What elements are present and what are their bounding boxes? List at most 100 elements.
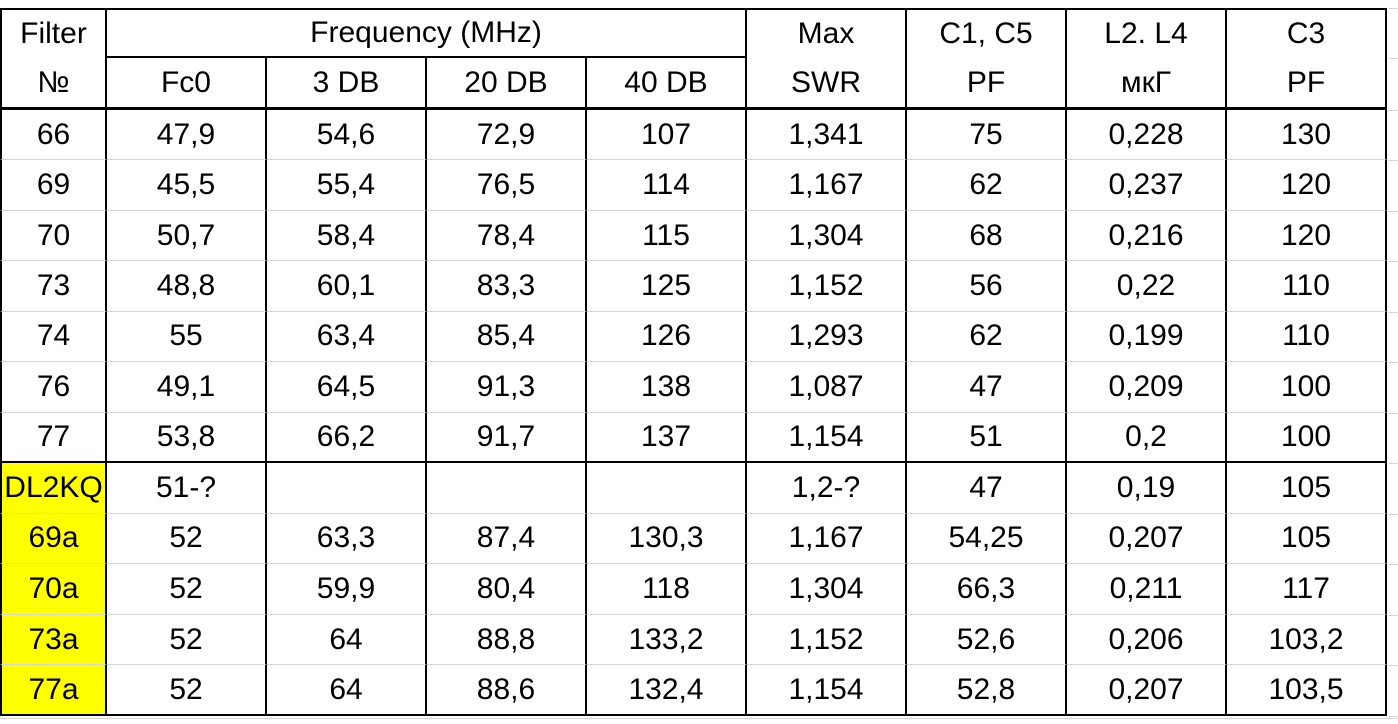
header-cell: 3 DB (267, 58, 427, 110)
table-cell: 0,216 (1067, 210, 1227, 262)
table-cell: 105 (1227, 513, 1387, 565)
table-cell: 1,152 (747, 614, 907, 666)
table-cell: 64 (267, 614, 427, 666)
table-cell: 137 (587, 412, 747, 463)
table-cell: 91,7 (427, 412, 587, 463)
grid-line (1389, 58, 1398, 59)
table-cell: 1,167 (747, 160, 907, 211)
table-cell: 52 (107, 665, 267, 716)
table-cell: 132,4 (587, 665, 747, 716)
table-cell: 0,206 (1067, 614, 1227, 666)
table-cell: 1,152 (747, 261, 907, 312)
header-cell: PF (907, 58, 1067, 110)
table-cell: 87,4 (427, 513, 587, 565)
table-cell: 52,8 (907, 665, 1067, 716)
grid-line (1389, 311, 1398, 313)
table-cell: 45,5 (107, 160, 267, 211)
table-cell: 66,3 (907, 564, 1067, 615)
row-label: 76 (0, 362, 107, 413)
table-cell: 118 (587, 564, 747, 615)
grid-line (1389, 8, 1398, 9)
table-cell: 105 (1227, 463, 1387, 514)
grid-line (1389, 261, 1398, 263)
table-cell: 130 (1227, 110, 1387, 161)
table-cell: 117 (1227, 564, 1387, 615)
table-cell: 1,2-? (747, 463, 907, 514)
grid-line (1389, 362, 1398, 364)
table-cell: 1,304 (747, 210, 907, 262)
table-cell: 0,22 (1067, 261, 1227, 312)
table-cell: 64 (267, 665, 427, 716)
table-cell: 1,304 (747, 564, 907, 615)
table-cell: 47 (907, 362, 1067, 413)
header-cell: L2. L4 (1067, 8, 1227, 58)
row-label: 69a (0, 513, 107, 565)
row-label: 70a (0, 564, 107, 615)
table-cell: 78,4 (427, 210, 587, 262)
table-cell: 52 (107, 564, 267, 615)
table-cell: 56 (907, 261, 1067, 312)
table-cell: 0,207 (1067, 665, 1227, 716)
grid-line (1389, 564, 1398, 566)
table-cell: 133,2 (587, 614, 747, 666)
grid-line (1389, 716, 1398, 717)
table-cell: 53,8 (107, 412, 267, 463)
row-label: 73 (0, 261, 107, 312)
table-cell: 85,4 (427, 311, 587, 363)
table-cell: 58,4 (267, 210, 427, 262)
table-cell: 120 (1227, 210, 1387, 262)
table-cell: 52 (107, 513, 267, 565)
header-cell: мкГ (1067, 58, 1227, 110)
table-cell: 88,6 (427, 665, 587, 716)
table-cell (267, 463, 427, 514)
table-cell: 107 (587, 110, 747, 161)
table-cell: 0,211 (1067, 564, 1227, 615)
table-cell: 47 (907, 463, 1067, 514)
table-cell: 55,4 (267, 160, 427, 211)
table-cell: 138 (587, 362, 747, 413)
grid-line (1389, 160, 1398, 162)
row-label: 66 (0, 110, 107, 161)
table-cell: 110 (1227, 261, 1387, 312)
table-cell: 114 (587, 160, 747, 211)
row-label: 73a (0, 614, 107, 666)
table-cell: 75 (907, 110, 1067, 161)
grid-line (0, 718, 1398, 719)
header-cell: № (0, 58, 107, 110)
header-cell: Frequency (MHz) (107, 8, 747, 58)
table-cell: 59,9 (267, 564, 427, 615)
table-cell: 47,9 (107, 110, 267, 161)
table-cell: 1,154 (747, 665, 907, 716)
table-cell: 62 (907, 311, 1067, 363)
table-cell: 48,8 (107, 261, 267, 312)
table-cell: 63,3 (267, 513, 427, 565)
table-cell: 1,154 (747, 412, 907, 463)
header-cell: PF (1227, 58, 1387, 110)
table-cell: 110 (1227, 311, 1387, 363)
grid-line (1389, 463, 1398, 464)
table-cell: 0,199 (1067, 311, 1227, 363)
header-cell: 40 DB (587, 58, 747, 110)
table-cell: 100 (1227, 412, 1387, 463)
grid-line (1389, 665, 1398, 667)
row-label: 74 (0, 311, 107, 363)
table-cell: 125 (587, 261, 747, 312)
table-cell: 115 (587, 210, 747, 262)
table-cell: 52 (107, 614, 267, 666)
header-cell: SWR (747, 58, 907, 110)
row-label: 70 (0, 210, 107, 262)
table-cell: 80,4 (427, 564, 587, 615)
table-cell: 55 (107, 311, 267, 363)
table-cell: 103,2 (1227, 614, 1387, 666)
table-cell: 83,3 (427, 261, 587, 312)
grid-line (1389, 614, 1398, 616)
table-cell: 72,9 (427, 110, 587, 161)
grid-line (1389, 110, 1398, 111)
table-cell: 0,228 (1067, 110, 1227, 161)
table-cell: 51 (907, 412, 1067, 463)
header-cell: Max (747, 8, 907, 58)
table-cell: 0,207 (1067, 513, 1227, 565)
table-cell: 91,3 (427, 362, 587, 413)
table-cell (587, 463, 747, 514)
